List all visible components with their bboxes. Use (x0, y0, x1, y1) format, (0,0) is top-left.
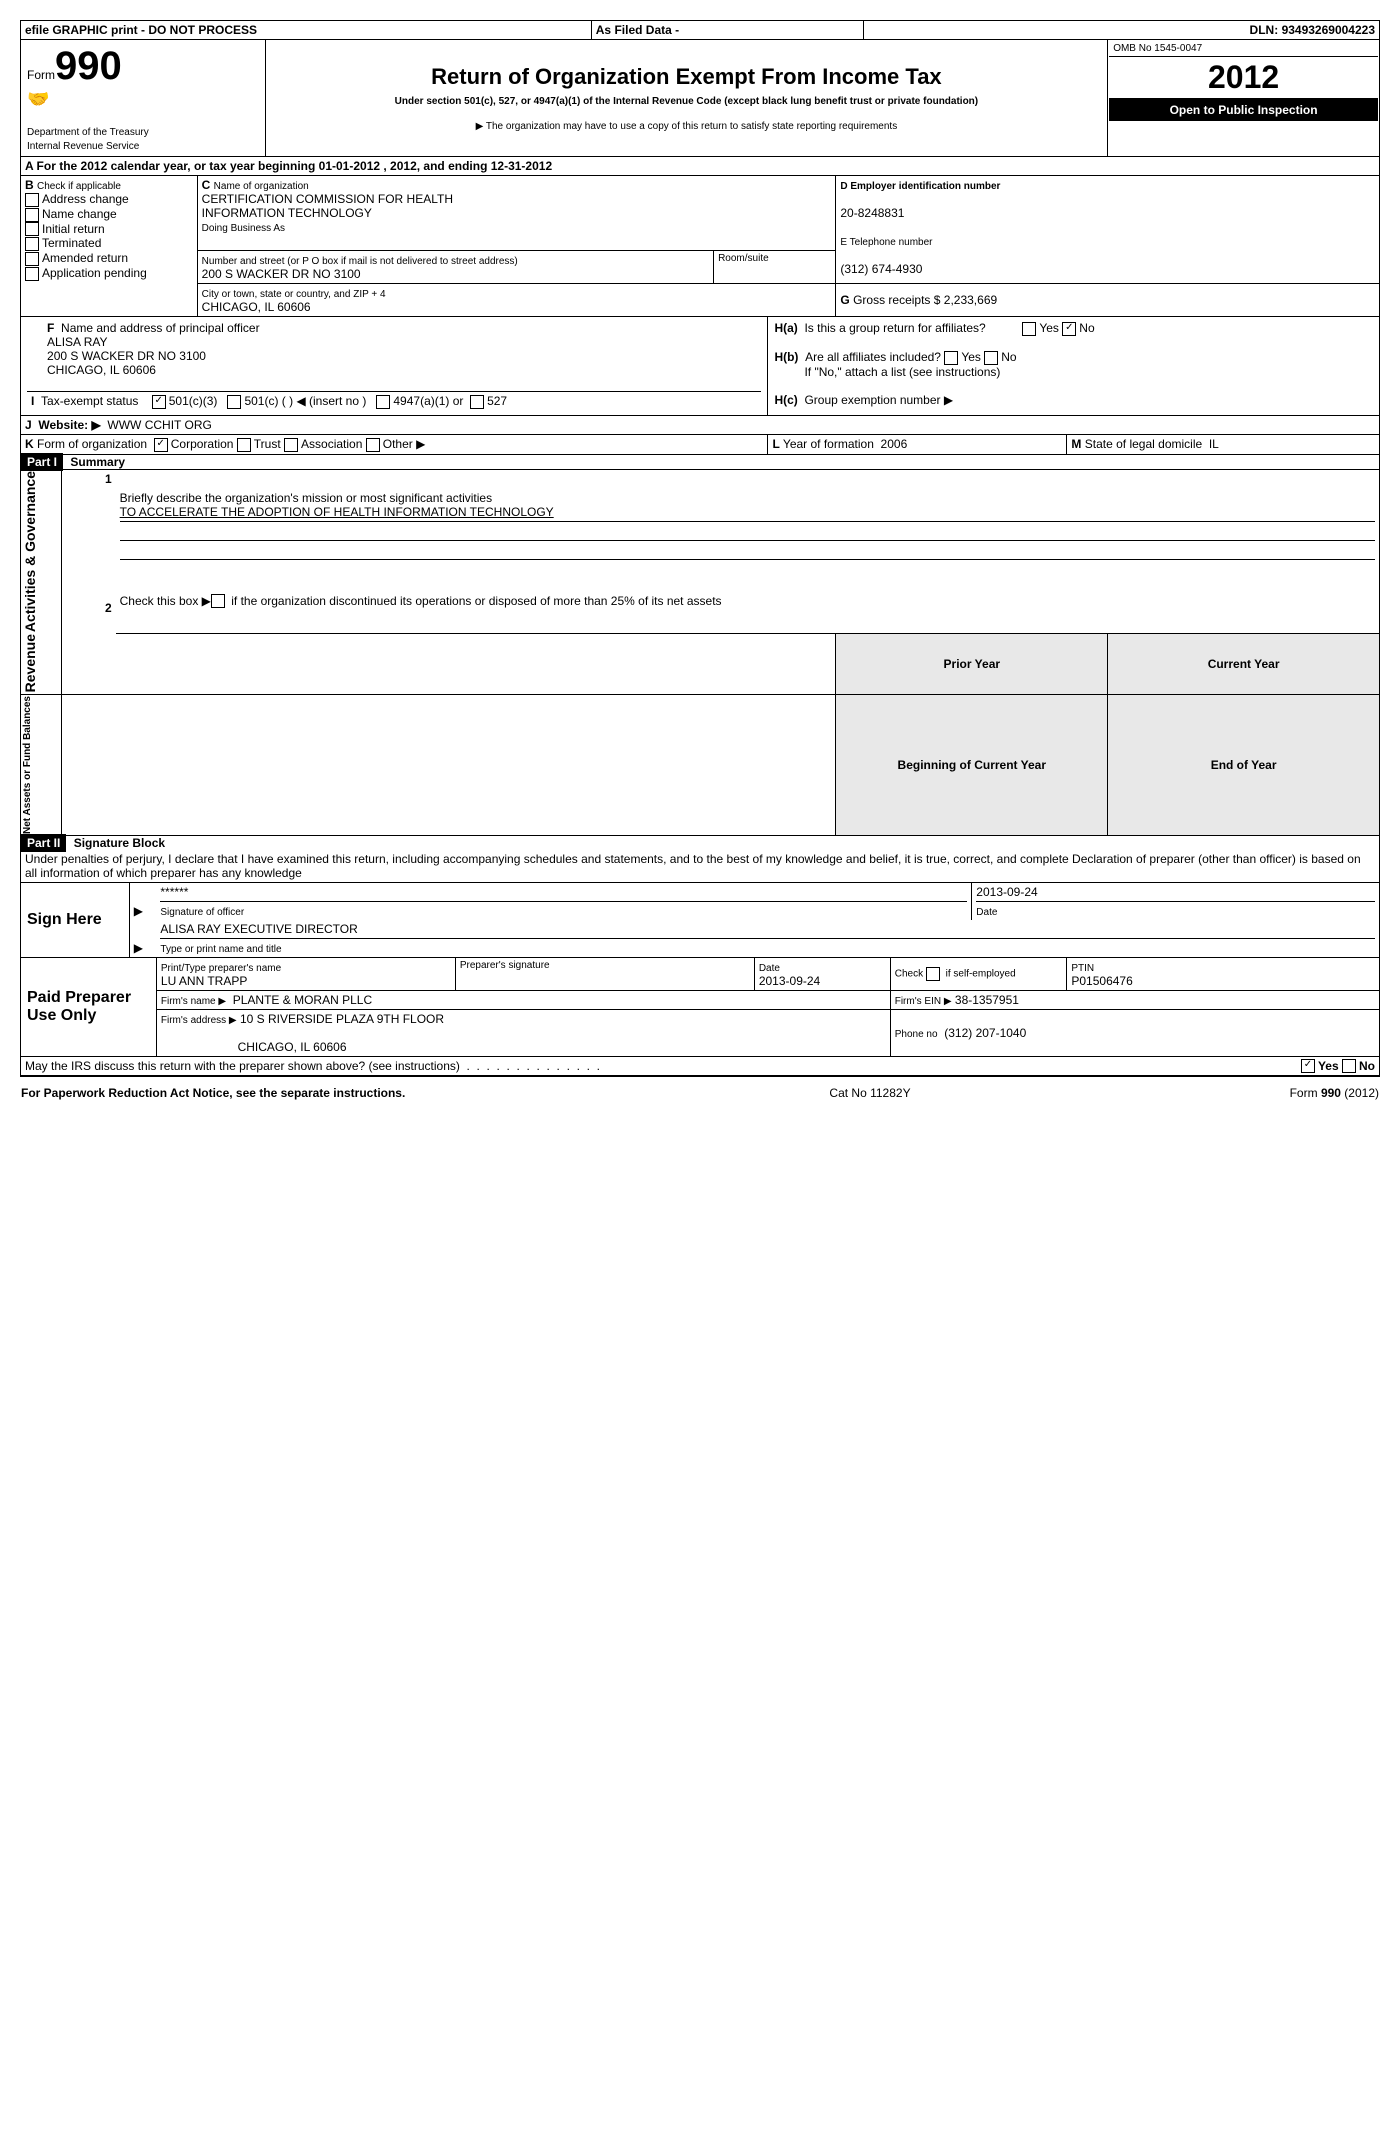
501c3-checkbox[interactable]: ✓ (152, 395, 166, 409)
tax-year: 2012 (1109, 57, 1378, 99)
activities-governance: Activities & Governance 1 Briefly descri… (20, 469, 1380, 633)
box-d-e: D Employer identification number 20-8248… (836, 176, 1380, 284)
dept: Department of the Treasury (27, 127, 149, 138)
end-year-header: End of Year (1108, 694, 1380, 835)
dln: DLN: 93493269004223 (863, 21, 1379, 40)
sign-here: Sign Here ▶ ****** Signature of officer … (20, 883, 1380, 958)
other-checkbox[interactable] (366, 438, 380, 452)
form-header: Form990 🤝 Department of the Treasury Int… (20, 40, 1380, 157)
row-k: K Form of organization ✓Corporation Trus… (21, 434, 768, 454)
irs: Internal Revenue Service (27, 141, 139, 152)
box-c-addr: Number and street (or P O box if mail is… (197, 251, 713, 284)
box-g: G Gross receipts $ 2,233,669 (836, 284, 1380, 317)
top-bar: efile GRAPHIC print - DO NOT PROCESS As … (20, 20, 1380, 40)
hb-yes-checkbox[interactable] (944, 351, 958, 365)
open-public: Open to Public Inspection (1109, 99, 1378, 121)
box-h: H(a) Is this a group return for affiliat… (768, 317, 1380, 413)
initial-return-checkbox[interactable] (25, 222, 39, 236)
row-j: J Website: ▶ WWW CCHIT ORG (20, 415, 1380, 434)
self-employed-checkbox[interactable] (926, 967, 940, 981)
assoc-checkbox[interactable] (284, 438, 298, 452)
efile-notice: efile GRAPHIC print - DO NOT PROCESS (21, 21, 592, 40)
form-number: 990 (55, 44, 122, 88)
room-suite: Room/suite (714, 251, 836, 284)
row-m: M State of legal domicile IL (1067, 434, 1380, 454)
trust-checkbox[interactable] (237, 438, 251, 452)
discuss-yes-checkbox[interactable]: ✓ (1301, 1059, 1315, 1073)
amended-checkbox[interactable] (25, 252, 39, 266)
row-klm: K Form of organization ✓Corporation Trus… (20, 434, 1380, 455)
terminated-checkbox[interactable] (25, 237, 39, 251)
part2-header: Part II Signature Block (20, 836, 1380, 850)
revenue-section: Revenue Prior Year Current Year (20, 633, 1380, 694)
beg-year-header: Beginning of Current Year (836, 694, 1108, 835)
hb-no-checkbox[interactable] (984, 351, 998, 365)
form-label: Form (27, 68, 55, 82)
asfiled: As Filed Data - (591, 21, 863, 40)
box-c-city: City or town, state or country, and ZIP … (197, 284, 836, 317)
footer: For Paperwork Reduction Act Notice, see … (20, 1085, 1380, 1101)
box-b: B Check if applicable Address change Nam… (21, 176, 198, 317)
f-h-block: F Name and address of principal officer … (20, 317, 1380, 415)
paid-preparer: Paid Preparer Use Only Print/Type prepar… (20, 958, 1380, 1057)
part1-header: Part I Summary (20, 455, 1380, 469)
box-c-name: C Name of organization CERTIFICATION COM… (197, 176, 836, 251)
current-year-header: Current Year (1108, 633, 1380, 693)
net-assets-section: Net Assets or Fund Balances Beginning of… (20, 694, 1380, 836)
state-note: ▶ The organization may have to use a cop… (272, 121, 1102, 132)
4947-checkbox[interactable] (376, 395, 390, 409)
period-line: A For the 2012 calendar year, or tax yea… (20, 157, 1380, 176)
discontinued-checkbox[interactable] (211, 594, 225, 608)
info-block: B Check if applicable Address change Nam… (20, 176, 1380, 317)
row-l: L Year of formation 2006 (768, 434, 1067, 454)
ha-no-checkbox[interactable]: ✓ (1062, 322, 1076, 336)
return-subtitle: Under section 501(c), 527, or 4947(a)(1)… (272, 96, 1102, 107)
discuss-no-checkbox[interactable] (1342, 1059, 1356, 1073)
app-pending-checkbox[interactable] (25, 267, 39, 281)
row-i: I Tax-exempt status ✓501(c)(3) 501(c) ( … (27, 391, 761, 411)
name-change-checkbox[interactable] (25, 208, 39, 222)
jurat: Under penalties of perjury, I declare th… (20, 850, 1380, 883)
501c-checkbox[interactable] (227, 395, 241, 409)
527-checkbox[interactable] (470, 395, 484, 409)
return-title: Return of Organization Exempt From Incom… (272, 64, 1102, 90)
corp-checkbox[interactable]: ✓ (154, 438, 168, 452)
box-f: F Name and address of principal officer … (21, 317, 768, 415)
discuss-row: May the IRS discuss this return with the… (20, 1057, 1380, 1077)
prior-year-header: Prior Year (836, 633, 1108, 693)
ha-yes-checkbox[interactable] (1022, 322, 1036, 336)
omb: OMB No 1545-0047 (1109, 41, 1378, 57)
addr-change-checkbox[interactable] (25, 193, 39, 207)
